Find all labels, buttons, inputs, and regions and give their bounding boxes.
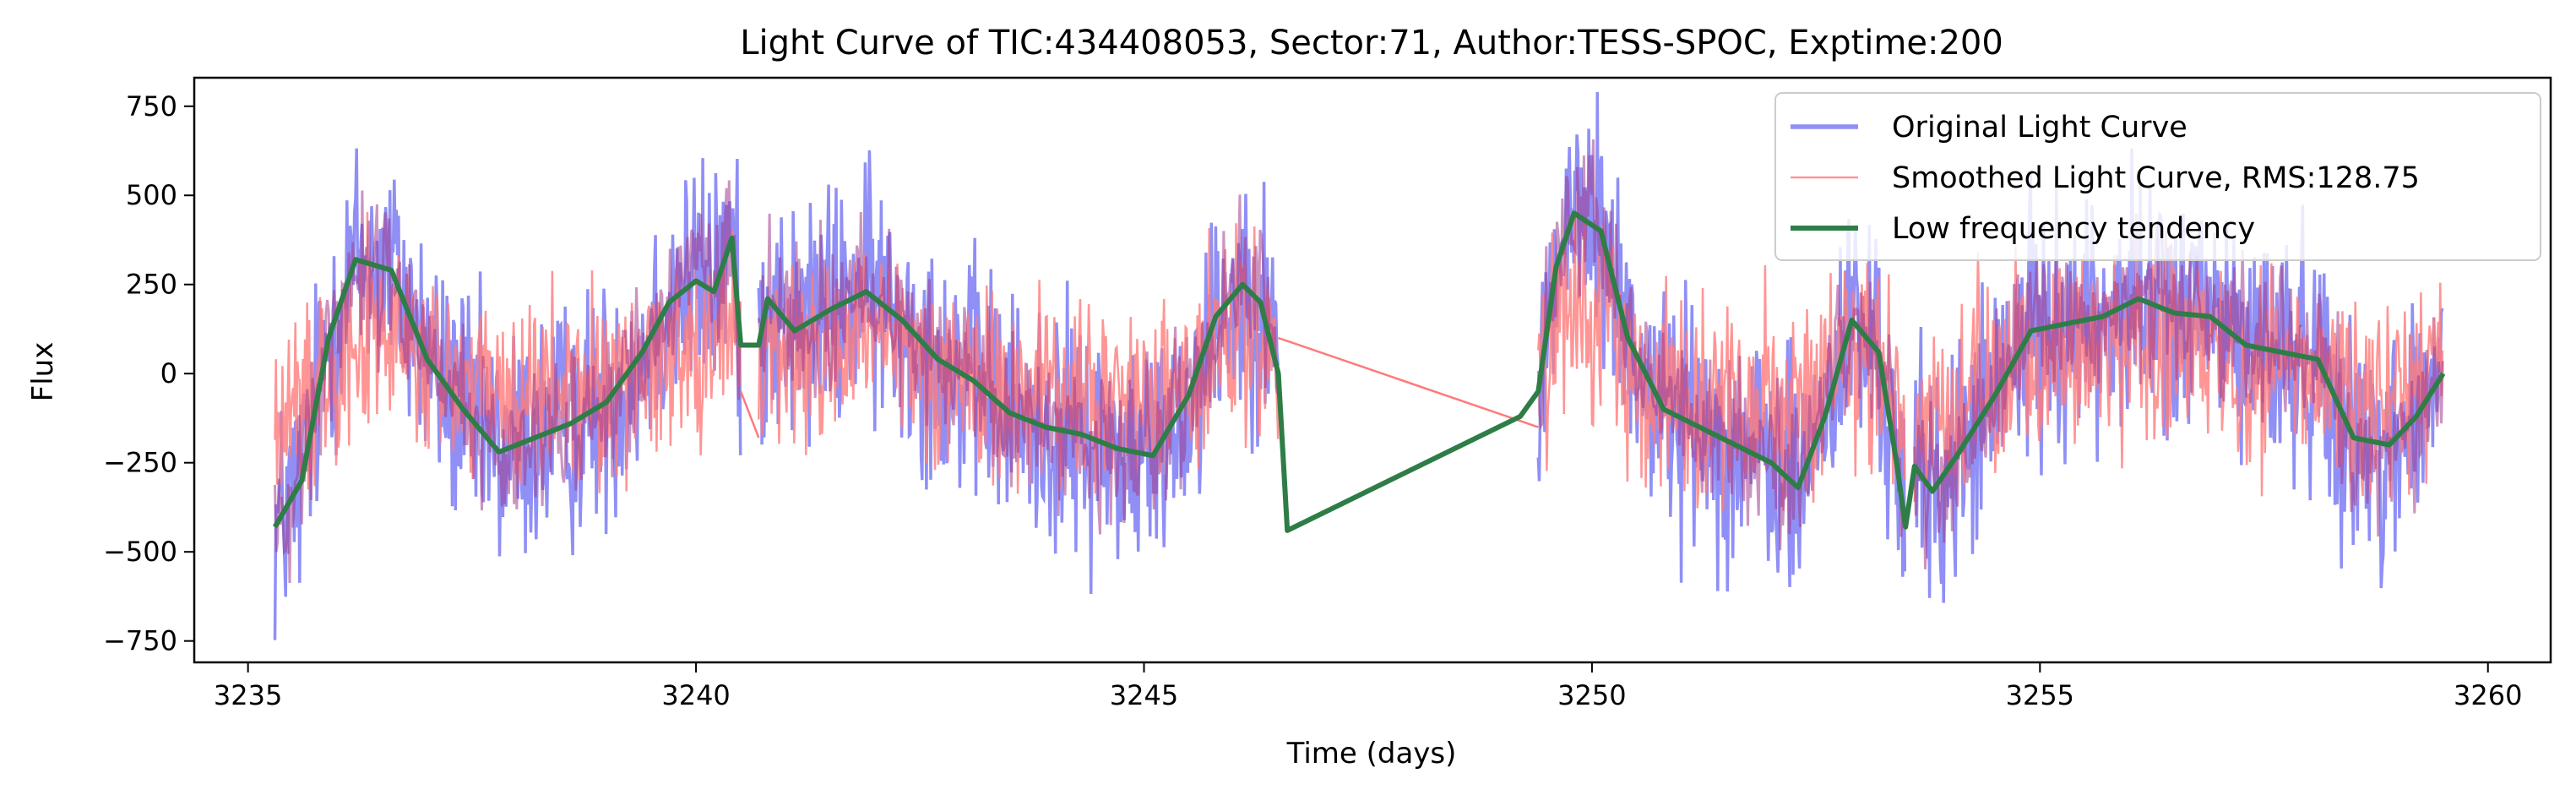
- series-smoothed-light-curve: [274, 212, 2444, 511]
- y-axis: −750 −500 −250 0 250 500 750: [103, 90, 194, 657]
- x-tick-label: 3255: [2006, 679, 2074, 711]
- series-smoothed-gap-link: [1278, 336, 1539, 428]
- x-tick-label: 3245: [1110, 679, 1178, 711]
- legend-box: [1774, 92, 2541, 261]
- plot-frame: [193, 76, 2552, 664]
- y-tick-label: 500: [126, 179, 177, 211]
- series-layer: [272, 91, 2446, 640]
- x-tick-label: 3250: [1557, 679, 1626, 711]
- series-smoothed-gap-link: [739, 390, 760, 438]
- series-low-frequency-tendency: [272, 210, 2446, 533]
- legend-label: Low frequency tendency: [1892, 212, 2255, 246]
- y-tick-label: 250: [126, 269, 177, 301]
- legend-label: Smoothed Light Curve, RMS:128.75: [1892, 161, 2420, 195]
- y-tick-label: −500: [103, 536, 177, 568]
- chart-title: Light Curve of TIC:434408053, Sector:71,…: [740, 24, 2003, 63]
- y-tick-label: −250: [103, 447, 177, 479]
- x-tick-label: 3240: [661, 679, 730, 711]
- x-tick-label: 3260: [2454, 679, 2522, 711]
- legend-label: Original Light Curve: [1892, 111, 2187, 144]
- y-tick-label: 0: [160, 357, 177, 389]
- x-tick-label: 3235: [214, 679, 282, 711]
- y-tick-label: 750: [126, 90, 177, 123]
- y-tick-label: −750: [103, 625, 177, 657]
- series-overlap-band: [274, 139, 2444, 584]
- x-axis-label: Time (days): [1286, 737, 1457, 770]
- legend: Original Light Curve Smoothed Light Curve…: [1774, 92, 2541, 261]
- x-axis: 3235 3240 3245 3250 3255 3260: [214, 662, 2522, 711]
- y-axis-label: Flux: [26, 342, 60, 402]
